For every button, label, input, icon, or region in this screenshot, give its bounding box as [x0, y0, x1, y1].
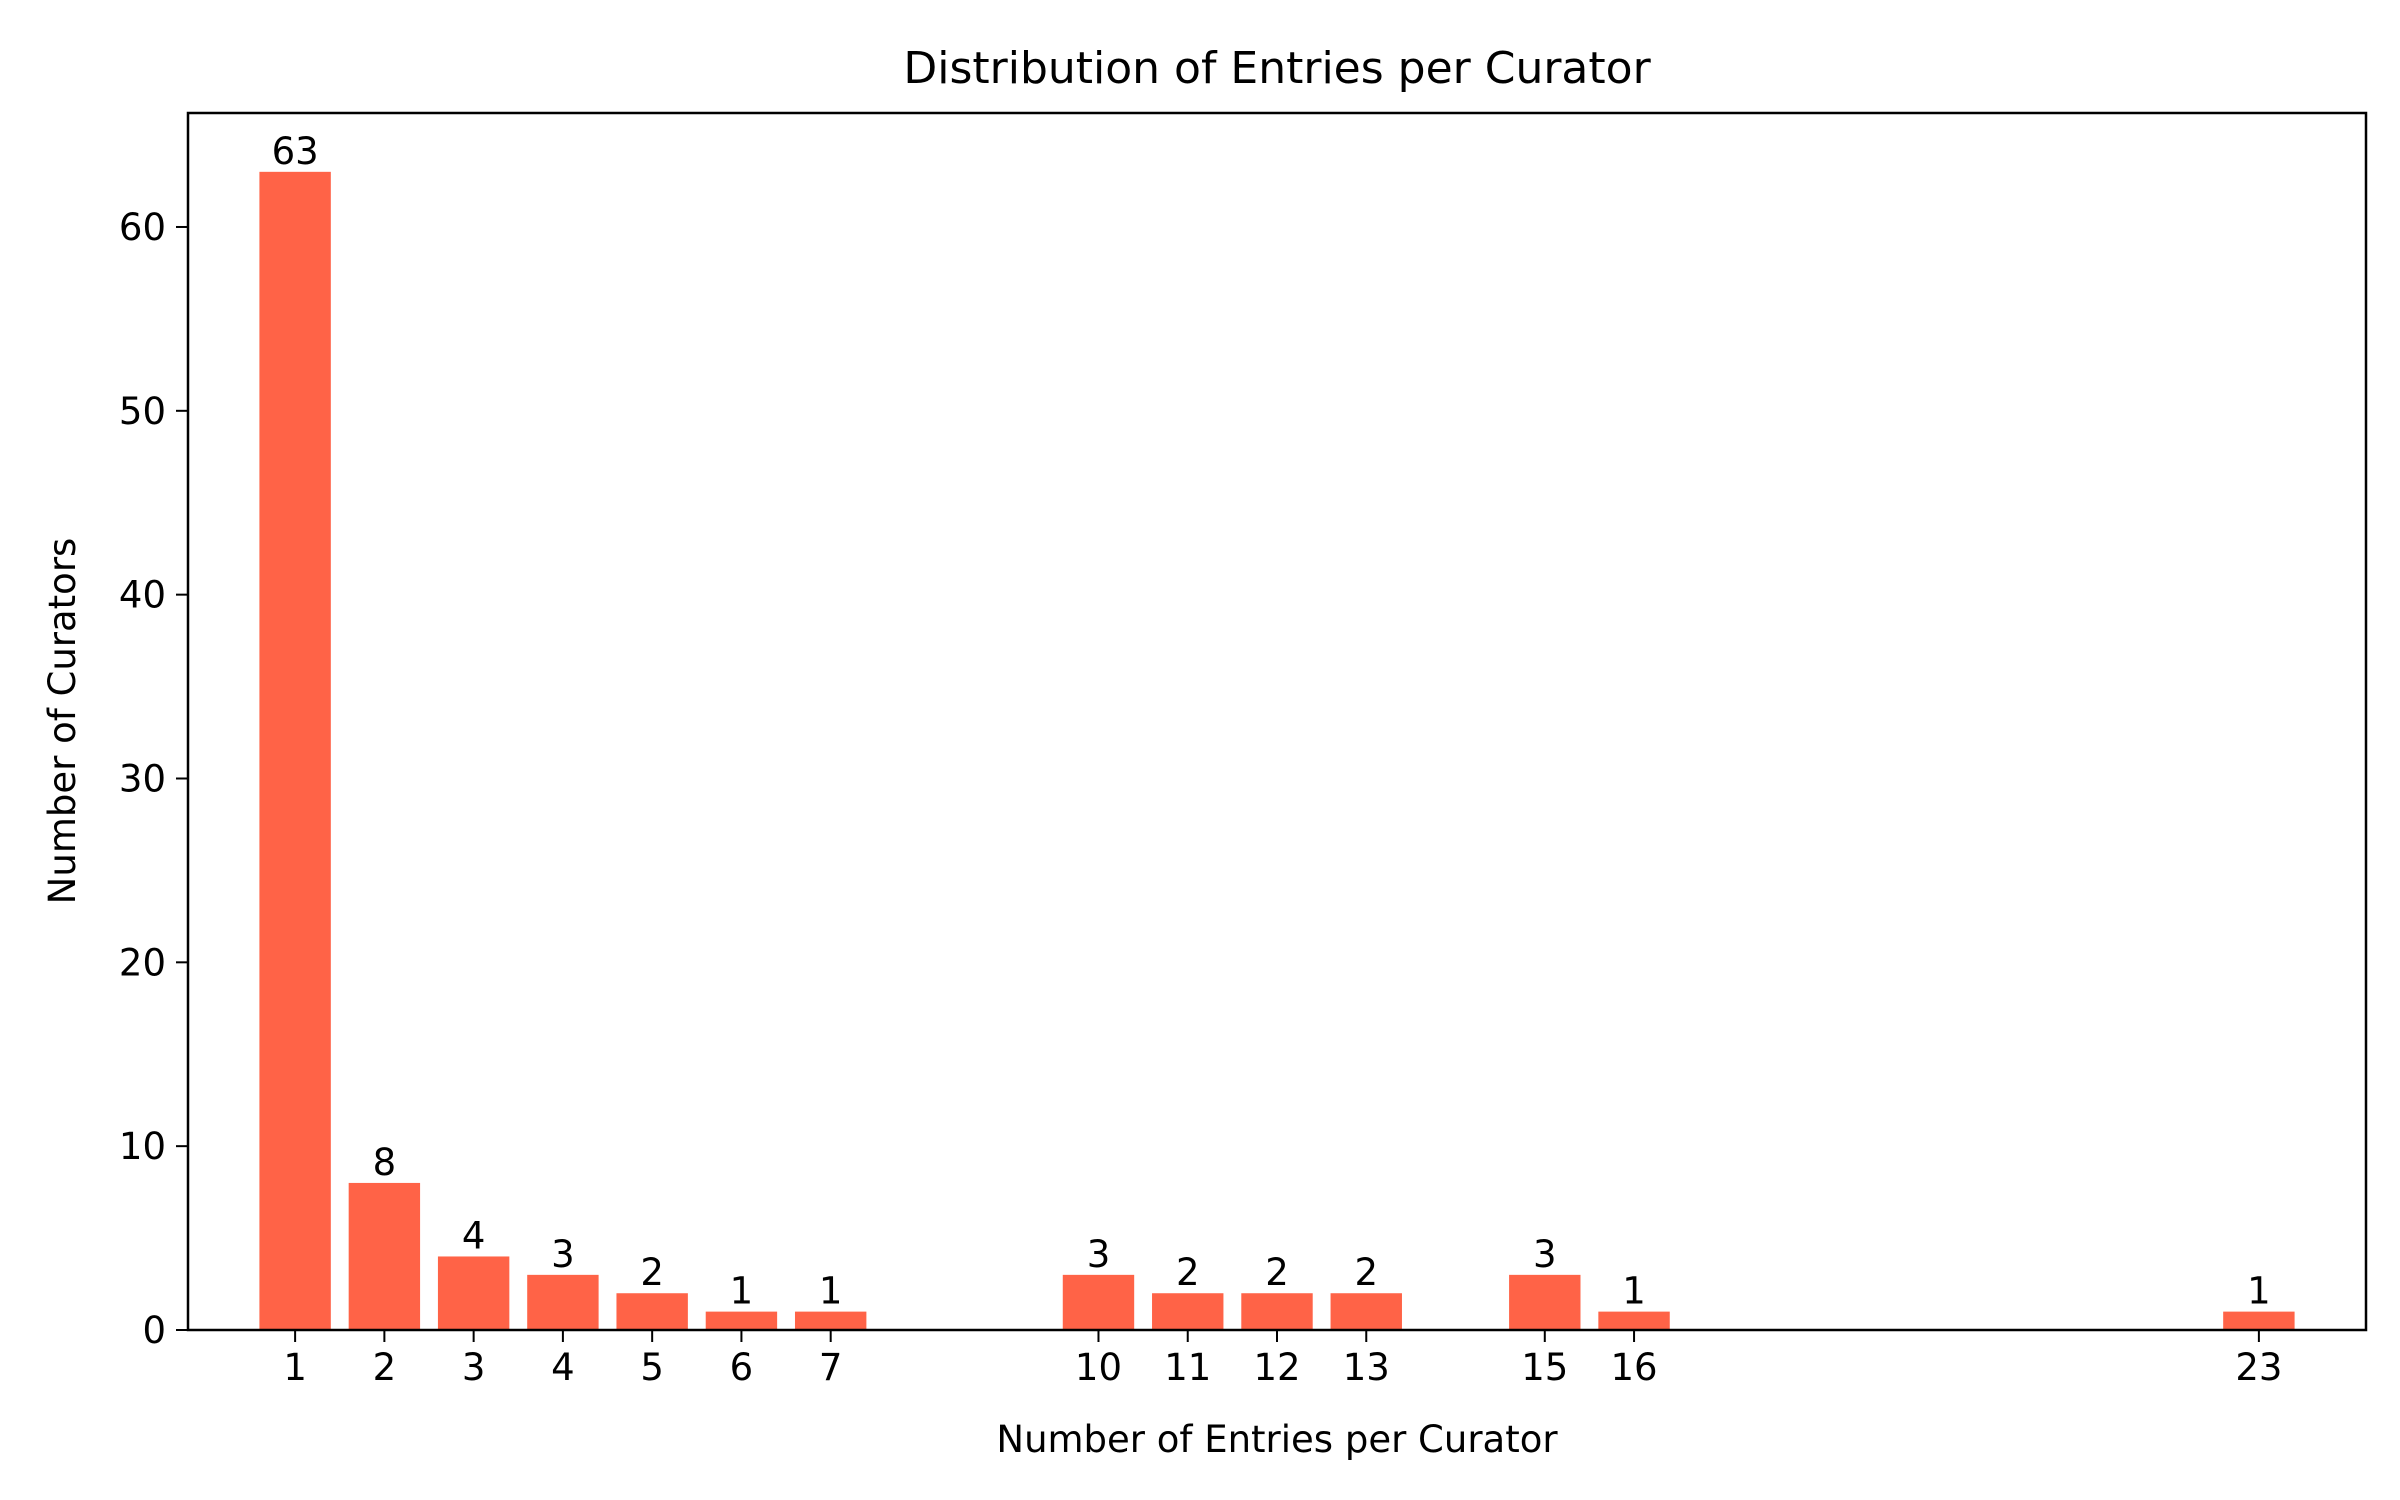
bar-16: [1598, 1311, 1670, 1330]
bar-value-label-10: 3: [1087, 1233, 1111, 1276]
bar-6: [705, 1311, 778, 1330]
x-axis-ticks: 1 2 3 4 5 6 7 10 11 12 13 15 16 23: [283, 1330, 2282, 1389]
bar-labels-layer: 63 8 4 3 2 1 1 3 2 2 2 3 1 1: [272, 130, 2271, 1313]
bar-13: [1330, 1293, 1402, 1330]
bar-23: [2223, 1311, 2295, 1330]
x-tick-label: 5: [640, 1346, 664, 1389]
bar-value-label-16: 1: [1622, 1270, 1646, 1313]
plot-frame: [186, 111, 2368, 1332]
y-tick-label: 40: [119, 574, 166, 617]
x-tick-label: 1: [283, 1346, 307, 1389]
bar-value-label-11: 2: [1176, 1251, 1200, 1294]
x-tick-label: 3: [462, 1346, 486, 1389]
y-tick-label: 20: [119, 941, 166, 984]
x-tick-label: 6: [730, 1346, 754, 1389]
bar-10: [1062, 1274, 1135, 1330]
y-tick-label: 0: [142, 1309, 166, 1352]
bar-12: [1241, 1293, 1313, 1330]
y-tick-label: 10: [119, 1125, 166, 1168]
y-tick-label: 50: [119, 390, 166, 433]
bar-3: [437, 1256, 510, 1330]
bars-layer: [259, 171, 2295, 1331]
bar-value-label-5: 2: [640, 1251, 664, 1294]
x-tick-label: 4: [551, 1346, 575, 1389]
bar-4: [527, 1274, 599, 1330]
bar-value-label-12: 2: [1265, 1251, 1289, 1294]
x-tick-label: 16: [1611, 1346, 1658, 1389]
x-tick-label: 7: [819, 1346, 843, 1389]
y-axis-ticks: 0 10 20 30 40 50 60: [119, 206, 188, 1352]
bar-value-label-23: 1: [2247, 1270, 2271, 1313]
x-tick-label: 13: [1343, 1346, 1390, 1389]
bar-value-label-3: 4: [462, 1214, 486, 1257]
bar-value-label-15: 3: [1533, 1233, 1557, 1276]
bar-11: [1152, 1293, 1224, 1330]
bar-2: [348, 1182, 421, 1330]
bar-1: [259, 171, 331, 1331]
bar-value-label-13: 2: [1354, 1251, 1378, 1294]
bar-value-label-2: 8: [373, 1141, 397, 1184]
bar-15: [1509, 1274, 1581, 1330]
bar-value-label-7: 1: [819, 1270, 843, 1313]
y-tick-label: 30: [119, 757, 166, 800]
x-tick-label: 23: [2235, 1346, 2282, 1389]
bar-value-label-1: 63: [272, 130, 319, 173]
bar-value-label-4: 3: [551, 1233, 575, 1276]
y-axis-title: Number of Curators: [41, 538, 84, 905]
x-tick-label: 12: [1253, 1346, 1300, 1389]
x-tick-label: 15: [1521, 1346, 1568, 1389]
bar-value-label-6: 1: [730, 1270, 754, 1313]
x-tick-label: 10: [1075, 1346, 1122, 1389]
x-tick-label: 11: [1164, 1346, 1211, 1389]
y-tick-label: 60: [119, 206, 166, 249]
x-tick-label: 2: [373, 1346, 397, 1389]
bar-7: [794, 1311, 867, 1330]
chart-title: Distribution of Entries per Curator: [903, 43, 1651, 94]
bar-5: [616, 1293, 688, 1330]
x-axis-title: Number of Entries per Curator: [996, 1418, 1558, 1461]
